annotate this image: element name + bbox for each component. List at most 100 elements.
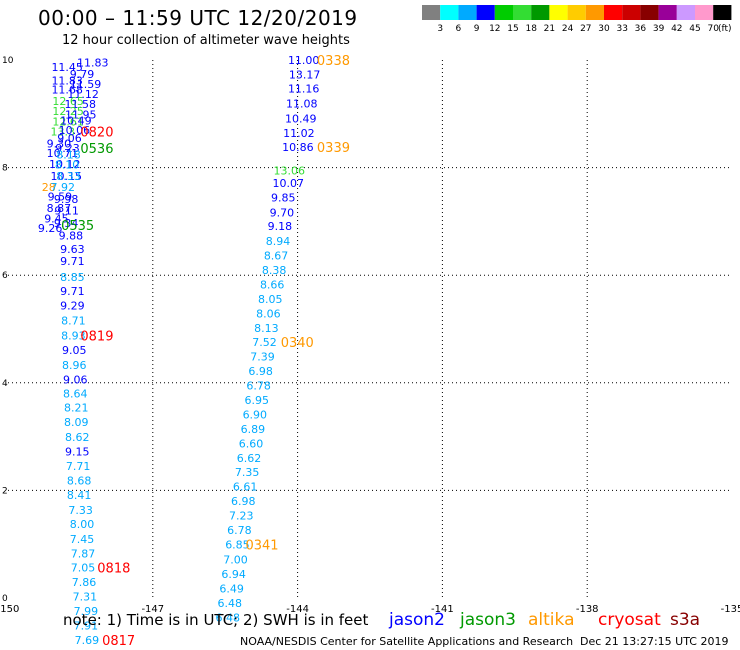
credit-text: NOAA/NESDIS Center for Satellite Applica…	[240, 635, 573, 648]
axis-labels: -150 -147 -144 -141 -138 -135 0 2 4 6 8 10	[0, 56, 740, 615]
wave-height-point: 8.05	[258, 293, 283, 306]
wave-height-point: 7.87	[71, 547, 96, 560]
color-tick-label: 24	[562, 24, 574, 34]
color-scale-bar: 3 6 9 12 15 18 21 24 27 30 33 36 39 42 45 70 (ft)	[422, 5, 732, 34]
wave-height-point: 7.31	[73, 590, 98, 603]
wave-height-point: 6.89	[241, 423, 265, 436]
wave-height-point: 28	[42, 181, 56, 194]
pass-time-label: 0818	[97, 561, 130, 576]
color-tick-label: 6	[456, 24, 462, 34]
y-tick-label: 2	[2, 486, 8, 496]
wave-height-point: 7.39	[250, 350, 274, 363]
wave-height-point: 6.60	[239, 438, 264, 451]
color-tick-label: 33	[616, 24, 627, 34]
color-swatch	[585, 5, 604, 20]
wave-height-point: 9.05	[62, 344, 87, 357]
wave-height-point: 7.23	[229, 510, 254, 523]
legend-item: jason3	[459, 610, 516, 630]
wave-height-point: 7.69	[75, 634, 100, 647]
legend-item: cryosat	[598, 610, 661, 630]
wave-height-point: 10.06	[59, 124, 91, 137]
wave-height-point: 7.00	[223, 553, 248, 566]
wave-height-point: 11.59	[70, 78, 102, 91]
footer-note: note: 1) Time is in UTC; 2) SWH is in fe…	[63, 611, 369, 629]
color-tick-label: 27	[580, 24, 591, 34]
wave-height-point: 12.61	[52, 115, 84, 128]
wave-height-point: 8.67	[264, 249, 289, 262]
wave-height-point: 8.38	[262, 264, 287, 277]
pass-time-label: 0338	[317, 54, 350, 69]
wave-height-point: 13.17	[289, 69, 321, 82]
color-swatch	[640, 5, 659, 20]
wave-height-point: 9.79	[70, 68, 95, 81]
wave-height-point: 6.94	[221, 568, 246, 581]
wave-height-point: 6.61	[233, 481, 258, 494]
wave-height-point: 7.35	[235, 466, 260, 479]
wave-height-point: 8.13	[254, 322, 279, 335]
chart-subtitle: 12 hour collection of altimeter wave hei…	[62, 33, 350, 48]
pass-time-label: 0340	[281, 336, 314, 351]
color-tick-label: 21	[544, 24, 555, 34]
color-tick-label: 18	[525, 24, 537, 34]
color-tick-label: 12	[489, 24, 500, 34]
wave-height-point: 10.49	[60, 114, 92, 127]
wave-height-point: 8.96	[62, 359, 87, 372]
wave-height-point: 8.68	[67, 475, 92, 488]
wave-height-point: 11.95	[65, 108, 97, 121]
wave-height-point: 9.70	[270, 206, 295, 219]
y-tick-label: 10	[2, 56, 14, 66]
color-tick-label: 45	[689, 24, 700, 34]
wave-height-point: 8.41	[67, 489, 92, 502]
wave-height-point: 7.92	[50, 181, 75, 194]
wave-height-point: 9.06	[57, 132, 81, 145]
color-swatch	[476, 5, 495, 20]
wave-height-point: 10.86	[282, 141, 314, 154]
color-swatch	[604, 5, 623, 20]
wave-height-point: 8.00	[70, 518, 95, 531]
wave-height-point: 6.48	[216, 611, 241, 624]
wave-height-point: 9.18	[268, 220, 293, 233]
wave-height-point: 12.25	[52, 105, 84, 118]
wave-height-point: 9.06	[63, 374, 88, 387]
wave-height-point: 11.16	[288, 83, 320, 96]
wave-height-point: 11.83	[77, 57, 109, 70]
y-tick-label: 6	[2, 271, 8, 281]
wave-height-point: 11.68	[51, 84, 83, 97]
wave-height-point: 6.48	[217, 597, 242, 610]
wave-height-point: 8.62	[65, 431, 90, 444]
wave-height-point: 6.78	[246, 379, 270, 392]
y-tick-label: 4	[2, 379, 8, 389]
pass-time-label: 0341	[245, 539, 278, 554]
wave-height-point: 7.52	[252, 336, 277, 349]
wave-height-point: 8.93	[61, 329, 86, 342]
pass-time-label: 0535	[61, 219, 94, 234]
wave-height-point: 11.58	[64, 98, 96, 111]
wave-height-point: 7.05	[71, 561, 96, 574]
wave-height-point: 8.64	[63, 388, 88, 401]
color-swatch	[494, 5, 513, 20]
wave-height-point: 6.78	[227, 524, 252, 537]
color-unit-label: (ft)	[718, 24, 732, 34]
pass-time-label: 0819	[80, 329, 113, 344]
legend-item: s3a	[670, 610, 700, 630]
wave-height-point: 10.49	[285, 113, 317, 126]
x-tick-label: -135	[721, 604, 740, 615]
wave-height-point: 7.91	[74, 619, 99, 632]
wave-height-point: 8.10	[55, 158, 79, 171]
wave-height-point: 9.71	[60, 255, 85, 268]
wave-height-point: 8.71	[61, 314, 86, 327]
y-tick-label: 0	[2, 594, 8, 604]
wave-height-point: 10.15	[50, 170, 82, 183]
wave-height-point: 8.06	[256, 307, 281, 320]
color-swatch	[440, 5, 459, 20]
wave-height-point: 6.98	[231, 495, 256, 508]
wave-height-point: 7.86	[72, 576, 97, 589]
x-tick-label: -141	[431, 604, 454, 615]
wave-height-point: 8.21	[64, 402, 89, 415]
wave-height-point: 11.08	[286, 98, 318, 111]
wave-height-point: 11.00	[288, 54, 320, 67]
wave-height-point: 6.98	[248, 365, 272, 378]
wave-height-point: 9.71	[60, 285, 85, 298]
wave-height-point: 7.33	[68, 504, 93, 517]
wave-height-point: 9.45	[44, 213, 68, 226]
